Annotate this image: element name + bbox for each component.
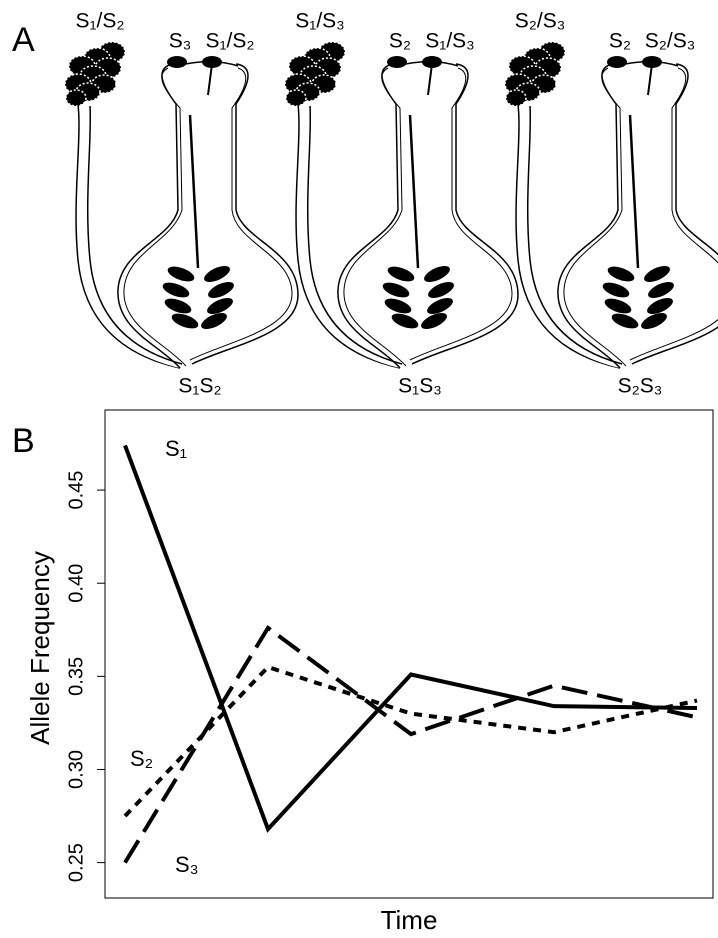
flower-group: S₁/S₃ S₂ S₁/S₃ S₁S₃ (283, 10, 520, 398)
series-line (123, 664, 698, 818)
stigma-label: S₁/S₃ (425, 30, 475, 53)
pollen-label: S₁/S₃ (295, 10, 345, 33)
pollen-label: S₁/S₂ (75, 10, 124, 33)
y-axis-label: Allele Frequency (25, 551, 55, 745)
stigma-label: S₂ (389, 30, 411, 53)
pollen-label: S₂/S₃ (515, 10, 566, 33)
series-label: S₂ (130, 746, 153, 771)
y-tick-label: 0.25 (65, 843, 87, 882)
y-tick-label: 0.35 (65, 657, 87, 696)
stigma-label: S₂/S₃ (645, 30, 696, 53)
x-axis-label: Time (381, 905, 438, 935)
stigma-label: S₃ (169, 30, 192, 53)
series-line (123, 625, 698, 864)
flower-drawing (283, 40, 520, 370)
series-label: S₁ (165, 436, 187, 461)
series-line (123, 444, 698, 833)
y-tick-label: 0.45 (65, 471, 87, 510)
panel-label: B (12, 422, 35, 460)
genotype-label: S₁S₂ (178, 375, 221, 398)
panel-label: A (12, 21, 35, 59)
stigma-label: S₂ (609, 30, 631, 53)
genotype-label: S₂S₃ (618, 375, 663, 398)
flower-group: S₂/S₃ S₂ S₂/S₃ S₂S₃ (503, 10, 718, 398)
plot-frame (104, 409, 714, 899)
y-tick-label: 0.30 (65, 750, 87, 789)
series-label: S₃ (175, 852, 199, 877)
flower-group: S₁/S₂ S₃ S₁/S₂ S₁S₂ (63, 10, 300, 398)
y-tick-label: 0.40 (65, 564, 87, 603)
flower-drawing (503, 40, 718, 370)
genotype-label: S₁S₃ (398, 375, 442, 398)
flower-drawing (63, 40, 300, 370)
stigma-label: S₁/S₂ (205, 30, 254, 53)
